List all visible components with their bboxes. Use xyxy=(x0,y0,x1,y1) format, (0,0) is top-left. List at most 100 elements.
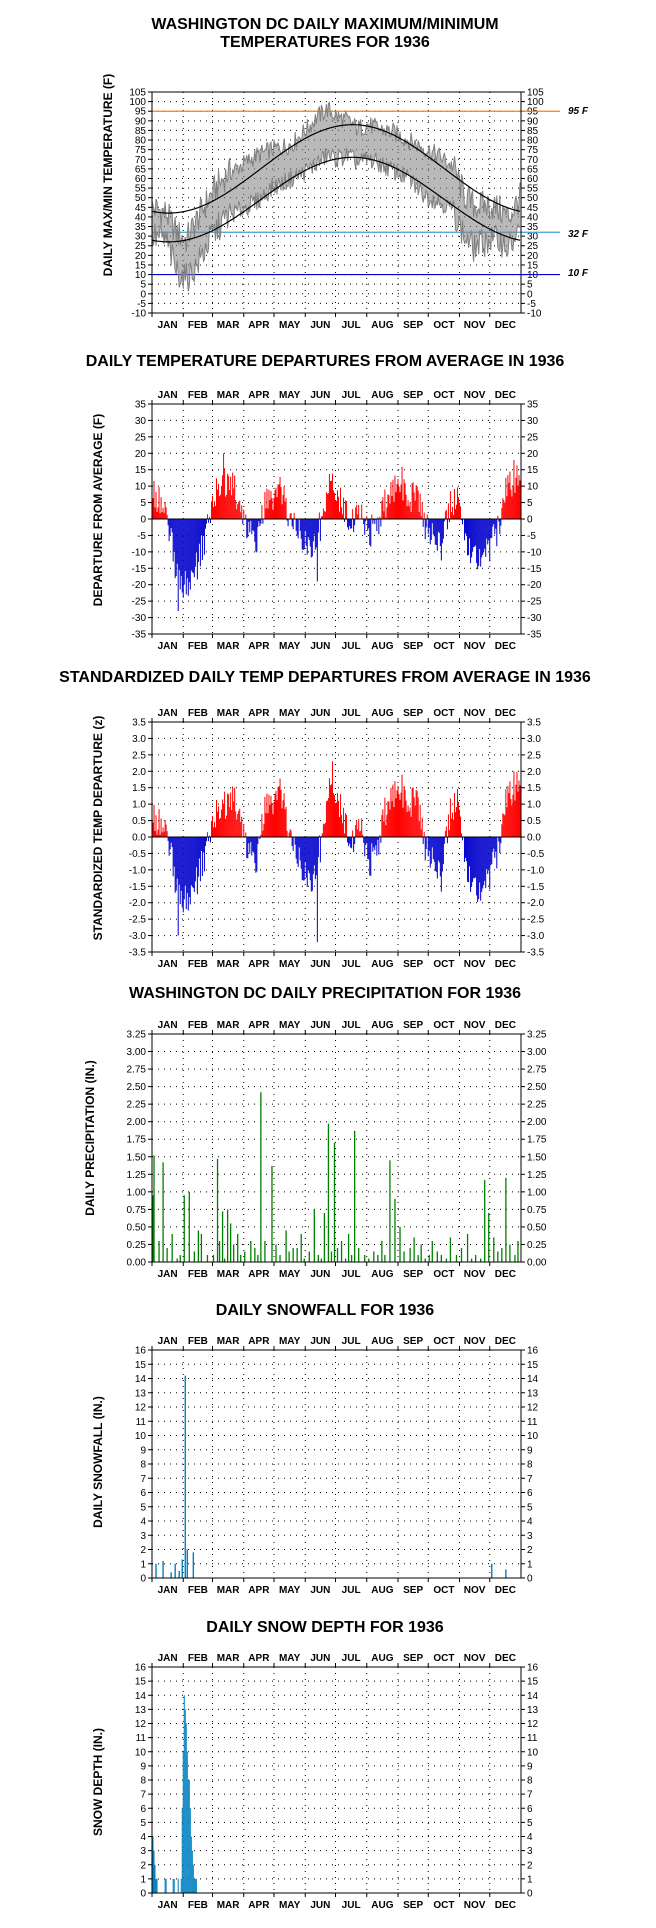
departure-bar xyxy=(190,519,192,571)
x-tick-label-may: MAY xyxy=(279,959,301,970)
departure-bar xyxy=(355,507,357,519)
standardized-plot: -3.5 -3.5 -3.0 -3.0 -2.5 -2.5 -2.0 -2.0 -1.5 -1.5… xyxy=(129,708,545,970)
departure-bar xyxy=(413,492,415,519)
departure-bar xyxy=(479,837,481,883)
departure-bar xyxy=(281,504,283,519)
departure-bar xyxy=(419,804,421,837)
departure-bar xyxy=(282,800,284,837)
plot-border xyxy=(151,403,522,635)
departure-bar xyxy=(404,789,406,837)
departure-bar xyxy=(491,837,493,865)
departure-bar xyxy=(230,792,232,837)
snowdepth-title: DAILY SNOW DEPTH FOR 1936 xyxy=(206,1619,443,1636)
departure-bar xyxy=(249,837,251,854)
x-tick-label-top-apr: APR xyxy=(248,1020,270,1031)
departure-bar xyxy=(206,832,208,837)
data-bar xyxy=(440,1254,443,1262)
departure-bar xyxy=(412,482,414,519)
x-tick-label-feb: FEB xyxy=(188,1269,208,1280)
departure-bar xyxy=(383,821,385,837)
departure-bar xyxy=(321,515,323,519)
y-tick-label-right: 80 xyxy=(527,136,539,147)
y-tick-label-left: 0.50 xyxy=(127,1222,147,1233)
departure-bar xyxy=(470,519,472,564)
departure-bar xyxy=(464,519,466,541)
y-tick-label-left: 11 xyxy=(136,1733,147,1744)
departure-bar xyxy=(322,508,324,519)
departure-bar xyxy=(434,837,436,871)
departure-bar xyxy=(512,486,514,519)
x-tick-label-feb: FEB xyxy=(188,320,208,331)
y-tick-label-left: 10 xyxy=(135,270,147,281)
departure-bar xyxy=(399,799,401,837)
departure-bar xyxy=(228,475,230,519)
departure-bar xyxy=(326,800,328,837)
data-bar xyxy=(254,1247,256,1262)
departure-bar xyxy=(505,789,507,837)
data-bar xyxy=(285,1230,287,1262)
y-tick-label-left: 1 xyxy=(140,1874,146,1885)
departure-bar xyxy=(491,519,493,538)
departure-bar xyxy=(197,837,199,877)
departure-bar xyxy=(354,837,356,845)
y-tick-label-right: 2.25 xyxy=(527,1100,547,1111)
x-tick-label-top-jun: JUN xyxy=(310,1336,330,1347)
data-bar xyxy=(330,1251,333,1262)
departure-bar xyxy=(448,519,450,522)
departure-bar xyxy=(238,501,240,519)
departure-bar xyxy=(200,519,202,536)
data-bar xyxy=(347,1233,350,1262)
y-tick-label-right: 1.00 xyxy=(527,1187,547,1198)
departure-bar xyxy=(318,512,320,519)
departure-bar xyxy=(426,514,428,519)
departure-bar xyxy=(353,837,355,853)
y-tick-label-left: 3 xyxy=(140,1531,146,1542)
y-tick-label-right: 100 xyxy=(527,97,544,108)
x-tick-label-top-jan: JAN xyxy=(158,1653,178,1664)
y-tick-label-right: 3 xyxy=(527,1531,533,1542)
x-tick-label-aug: AUG xyxy=(371,1900,393,1911)
departure-bar xyxy=(347,837,349,843)
plot-border xyxy=(151,1033,522,1263)
departure-bar xyxy=(329,481,331,519)
departure-bar xyxy=(391,495,393,519)
plot-area xyxy=(152,1034,521,1262)
y-tick-label-left: 7 xyxy=(140,1474,146,1485)
departure-bar xyxy=(152,822,154,837)
y-tick-label-right: -1.0 xyxy=(527,865,545,876)
x-tick-label-top-jun: JUN xyxy=(310,708,330,719)
departure-bar xyxy=(208,835,210,837)
x-tick-label-top-sep: SEP xyxy=(403,390,423,401)
departure-bar xyxy=(325,801,327,837)
departure-bar xyxy=(412,787,414,837)
departure-bar xyxy=(425,837,427,850)
departure-bar xyxy=(319,519,321,542)
departure-bar xyxy=(330,784,332,837)
y-tick-label-left: 3.5 xyxy=(132,718,146,729)
y-tick-label-left: 60 xyxy=(135,174,147,185)
data-bar xyxy=(505,1177,507,1262)
y-tick-label-left: 4 xyxy=(140,1517,146,1528)
departure-bar xyxy=(409,807,411,837)
departure-bar xyxy=(384,797,386,837)
x-tick-label-jun: JUN xyxy=(310,641,330,652)
departure-bar xyxy=(224,468,226,519)
y-tick-label-right: 8 xyxy=(527,1460,533,1471)
y-tick-label-right: -30 xyxy=(527,613,542,624)
departure-bar xyxy=(416,486,418,519)
departure-bar xyxy=(513,771,515,837)
y-tick-label-right: -3.5 xyxy=(527,948,545,959)
data-bar xyxy=(303,1258,305,1262)
departure-bar xyxy=(439,837,441,877)
y-tick-label-left: 1.75 xyxy=(127,1135,147,1146)
departure-bar xyxy=(309,519,311,547)
departure-bar xyxy=(487,519,489,545)
y-tick-label-right: 5 xyxy=(527,1502,533,1513)
y-tick-label-left: -2.5 xyxy=(129,915,147,926)
departure-bar xyxy=(180,837,182,891)
departure-bar xyxy=(493,837,495,849)
departure-bar xyxy=(253,519,255,532)
departure-bar xyxy=(476,519,478,564)
data-bar xyxy=(154,1864,156,1893)
departure-bar xyxy=(432,837,434,860)
